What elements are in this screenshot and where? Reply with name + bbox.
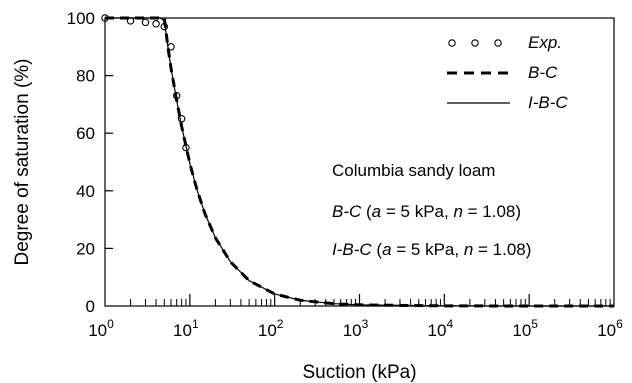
x-tick-exponent: 6 [616,317,623,331]
x-tick-label: 102 [258,317,284,340]
x-tick-exponent: 5 [531,317,538,331]
x-tick-base: 10 [597,321,616,340]
exp-data-point [141,18,150,27]
legend-label: B-C [528,63,558,82]
y-tick-label: 0 [86,297,95,316]
annotation-block: Columbia sandy loam B-C (a = 5 kPa, n = … [332,161,531,259]
legend-marker-exp [494,39,502,47]
annotation-model-bc: B-C [332,202,362,221]
x-tick-base: 10 [343,321,362,340]
annotation-open-ibc: ( [372,240,383,259]
annotation-param-n-ibc: n [464,240,473,259]
x-tick-base: 10 [88,321,107,340]
legend-label: Exp. [528,33,562,52]
annotation-title: Columbia sandy loam [332,161,495,180]
x-tick-label: 104 [428,317,454,340]
x-tick-exponent: 1 [192,317,199,331]
y-tick-label: 40 [76,182,95,201]
x-axis-title: Suction (kPa) [302,362,416,383]
annotation-param-a-bc: a [372,202,381,221]
x-tick-label: 106 [597,317,623,340]
annotation-line-bc: B-C (a = 5 kPa, n = 1.08) [332,202,521,221]
legend-marker-exp [448,39,456,47]
x-tick-label: 100 [88,317,114,340]
x-tick-label: 101 [173,317,199,340]
minor-ticks [105,74,611,306]
x-tick-exponent: 4 [446,317,453,331]
annotation-value-a-bc: = 5 kPa, [381,202,453,221]
plot-frame [104,17,615,307]
y-tick-label: 100 [67,9,95,28]
x-tick-label: 105 [512,317,538,340]
exp-data-point [152,20,160,28]
y-tick-label: 20 [76,239,95,258]
x-tick-label: 103 [343,317,369,340]
legend: Exp. B-C I-B-C [447,33,568,112]
legend-label: I-B-C [528,93,568,112]
annotation-param-a-ibc: a [382,240,391,259]
x-tick-exponent: 3 [362,317,369,331]
y-tick-label: 60 [76,124,95,143]
annotation-value-n-ibc: = 1.08) [473,240,531,259]
annotation-value-a-ibc: = 5 kPa, [392,240,464,259]
legend-marker-exp [471,39,479,47]
y-tick-label: 80 [76,67,95,86]
annotation-param-n-bc: n [453,202,462,221]
x-tick-base: 10 [428,321,447,340]
x-tick-exponent: 0 [107,317,114,331]
x-tick-base: 10 [512,321,531,340]
x-tick-exponent: 2 [277,317,284,331]
annotation-model-ibc: I-B-C [332,240,372,259]
annotation-value-n-bc: = 1.08) [463,202,521,221]
annotation-open-bc: ( [361,202,372,221]
y-axis-title: Degree of saturation (%) [12,59,33,266]
x-tick-base: 10 [173,321,192,340]
x-tick-base: 10 [258,321,277,340]
annotation-line-ibc: I-B-C (a = 5 kPa, n = 1.08) [332,240,531,259]
